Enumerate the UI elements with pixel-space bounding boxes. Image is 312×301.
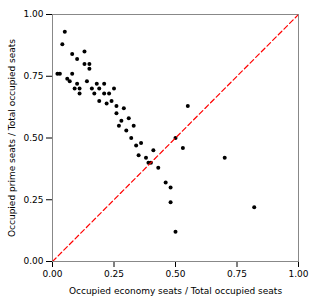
svg-text:0.25: 0.25 (23, 195, 43, 205)
svg-text:1.00: 1.00 (23, 9, 43, 19)
svg-text:0.00: 0.00 (42, 269, 62, 279)
svg-text:1.00: 1.00 (288, 269, 308, 279)
svg-text:0.75: 0.75 (23, 71, 43, 81)
svg-text:0.50: 0.50 (23, 133, 43, 143)
svg-text:Occupied prime seats / Total o: Occupied prime seats / Total occupied se… (7, 39, 17, 237)
svg-text:0.00: 0.00 (23, 256, 43, 266)
svg-text:0.50: 0.50 (165, 269, 185, 279)
svg-text:Occupied economy seats / Total: Occupied economy seats / Total occupied … (69, 286, 282, 296)
svg-text:0.25: 0.25 (104, 269, 124, 279)
svg-text:0.75: 0.75 (227, 269, 247, 279)
